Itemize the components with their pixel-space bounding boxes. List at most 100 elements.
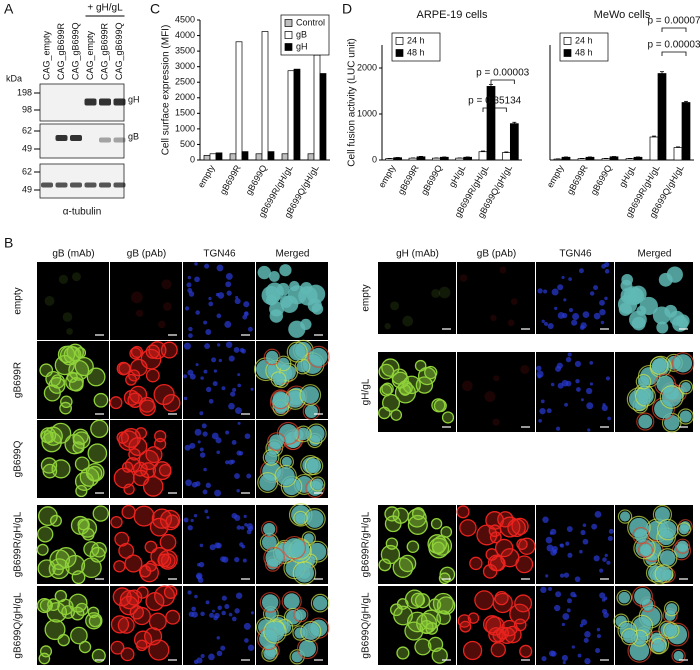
overlay — [671, 648, 686, 664]
annotation: p = 0.00003 — [647, 40, 700, 51]
signal — [241, 544, 246, 549]
bracket — [490, 79, 515, 84]
legend-swatch — [395, 37, 404, 45]
signal — [91, 648, 106, 663]
signal — [554, 604, 561, 612]
signal — [499, 266, 507, 274]
signal — [566, 526, 573, 532]
band — [84, 182, 97, 188]
signal — [211, 432, 219, 440]
panel-label: C — [150, 1, 160, 17]
micrograph-bg — [37, 262, 109, 340]
bar — [577, 158, 587, 161]
micrograph — [457, 352, 535, 432]
nucleus — [673, 650, 684, 661]
nucleus — [654, 506, 670, 522]
signal — [158, 320, 166, 329]
signal — [209, 544, 216, 551]
nucleus — [284, 538, 304, 558]
overlay — [631, 585, 653, 607]
lane-label: CAG_empty — [85, 30, 95, 80]
signal — [565, 541, 570, 546]
marker-label: 98 — [22, 104, 32, 114]
signal — [221, 610, 226, 616]
bar — [681, 102, 691, 161]
signal — [61, 605, 76, 619]
signal — [557, 312, 565, 319]
nucleus — [265, 549, 283, 567]
signal — [402, 315, 414, 327]
nucleus — [634, 529, 648, 542]
micrograph — [183, 341, 255, 419]
lane-label: CAG_gB699Q — [70, 22, 80, 80]
signal — [216, 636, 221, 640]
signal — [188, 611, 195, 617]
overlay — [299, 384, 322, 406]
signal — [114, 531, 130, 547]
signal — [246, 473, 252, 479]
signal — [538, 418, 542, 423]
bar — [625, 158, 635, 161]
signal — [243, 301, 250, 308]
bar — [393, 157, 403, 161]
nucleus — [629, 310, 647, 329]
signal — [541, 656, 547, 662]
signal — [228, 459, 234, 465]
signal — [494, 590, 509, 606]
signal — [38, 506, 58, 526]
signal — [200, 653, 205, 659]
band — [70, 135, 82, 141]
signal — [402, 375, 421, 395]
signal — [132, 606, 151, 626]
signal — [225, 341, 233, 349]
y-tick-label: 4500 — [175, 14, 195, 24]
y-tick-label: 1500 — [175, 108, 195, 118]
signal — [462, 380, 473, 392]
y-tick-label: 2000 — [175, 92, 195, 102]
signal — [574, 360, 582, 367]
signal — [516, 538, 528, 550]
signal — [71, 570, 86, 585]
column-header: TGN46 — [203, 249, 236, 260]
nucleus — [629, 640, 650, 661]
signal — [543, 289, 548, 294]
bar — [509, 123, 519, 161]
nucleus — [265, 350, 279, 364]
overlay — [310, 476, 326, 492]
signal — [133, 505, 155, 527]
micrograph-bg — [378, 262, 456, 334]
signal — [492, 418, 500, 426]
signal — [572, 313, 580, 320]
overlay — [293, 607, 309, 623]
micrograph — [256, 503, 329, 585]
micrograph — [378, 352, 456, 432]
band — [55, 135, 68, 141]
signal — [566, 608, 571, 613]
signal — [568, 277, 572, 281]
signal — [414, 359, 427, 372]
signal — [70, 626, 88, 645]
marker-label: 198 — [17, 87, 32, 97]
signal — [83, 541, 100, 558]
signal — [232, 387, 237, 392]
signal — [489, 555, 506, 572]
micrograph — [110, 585, 182, 665]
micrograph — [615, 262, 693, 334]
signal — [121, 504, 136, 520]
nucleus — [618, 591, 631, 604]
signal — [378, 558, 392, 572]
bar — [261, 31, 269, 161]
signal — [234, 556, 240, 563]
signal — [433, 399, 447, 413]
signal — [202, 489, 208, 495]
signal — [580, 398, 584, 402]
signal — [589, 382, 594, 386]
signal — [197, 577, 204, 583]
bar — [416, 156, 426, 161]
signal — [573, 594, 577, 598]
signal — [547, 586, 553, 592]
signal — [86, 367, 106, 387]
signal — [206, 515, 210, 520]
signal — [205, 600, 210, 605]
nucleus — [672, 315, 689, 332]
